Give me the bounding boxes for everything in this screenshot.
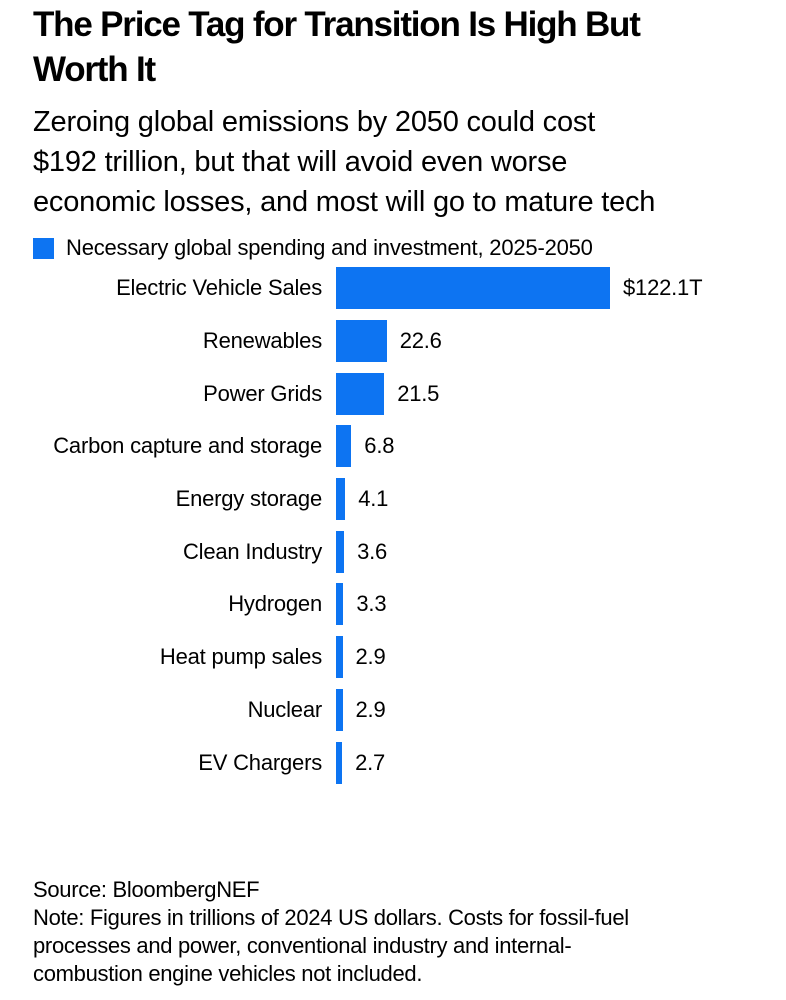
chart-footer: Source: BloombergNEF Note: Figures in tr…: [33, 876, 753, 988]
bar: [336, 478, 346, 521]
chart-title: The Price Tag for Transition Is High But…: [33, 5, 641, 89]
bar-category-label: Carbon capture and storage: [53, 433, 322, 459]
legend-swatch: [33, 237, 54, 259]
bar: [336, 688, 343, 731]
bar-row: Heat pump sales 2.9: [33, 631, 753, 684]
bar-category-label: Electric Vehicle Sales: [116, 275, 322, 301]
bar-chart: Electric Vehicle Sales $122.1T Renewables 2…: [33, 262, 753, 789]
note-text: Note: Figures in trillions of 2024 US do…: [33, 905, 629, 986]
bar-value-label: 21.5: [397, 380, 440, 406]
bar-row: Clean Industry 3.6: [33, 525, 753, 578]
bar-value-label: 6.8: [364, 433, 395, 459]
bar: [336, 530, 345, 573]
bar: [336, 267, 610, 310]
bar: [336, 636, 343, 679]
bar: [336, 320, 387, 363]
bar-category-label: Hydrogen: [228, 591, 322, 617]
bar-category-label: Power Grids: [203, 380, 322, 406]
bar-category-label: Nuclear: [247, 696, 323, 722]
chart-subtitle: Zeroing global emissions by 2050 could c…: [33, 106, 656, 218]
bar-row: Carbon capture and storage 6.8: [33, 420, 753, 473]
bar: [336, 583, 344, 626]
source-text: Source: BloombergNEF: [33, 877, 260, 902]
bar: [336, 425, 352, 468]
bar-category-label: Heat pump sales: [159, 644, 322, 670]
bar-row: Renewables 22.6: [33, 315, 753, 368]
bar-value-label: 2.9: [355, 696, 386, 722]
bar-category-label: Clean Industry: [182, 538, 322, 564]
bar-value-label: 3.3: [356, 591, 387, 617]
bar-value-label: 22.6: [399, 328, 442, 354]
bar-value-label: 4.1: [358, 486, 389, 512]
bar-value-label: 2.7: [355, 749, 386, 775]
bar-category-label: Renewables: [202, 328, 322, 354]
bar-row: Electric Vehicle Sales $122.1T: [33, 262, 753, 315]
bar-row: Hydrogen 3.3: [33, 578, 753, 631]
bar-row: EV Chargers 2.7: [33, 736, 753, 789]
bar-row: Power Grids 21.5: [33, 367, 753, 420]
bar-value-label: 2.9: [355, 644, 386, 670]
bar: [336, 372, 385, 415]
bar-value-label: $122.1T: [623, 275, 703, 301]
bar-category-label: Energy storage: [175, 486, 323, 512]
bar-row: Energy storage 4.1: [33, 473, 753, 526]
bar: [336, 741, 343, 784]
bar-category-label: EV Chargers: [198, 749, 322, 775]
bar-value-label: 3.6: [357, 538, 388, 564]
bar-row: Nuclear 2.9: [33, 684, 753, 737]
legend: Necessary global spending and investment…: [33, 235, 753, 260]
legend-label: Necessary global spending and investment…: [66, 235, 593, 260]
